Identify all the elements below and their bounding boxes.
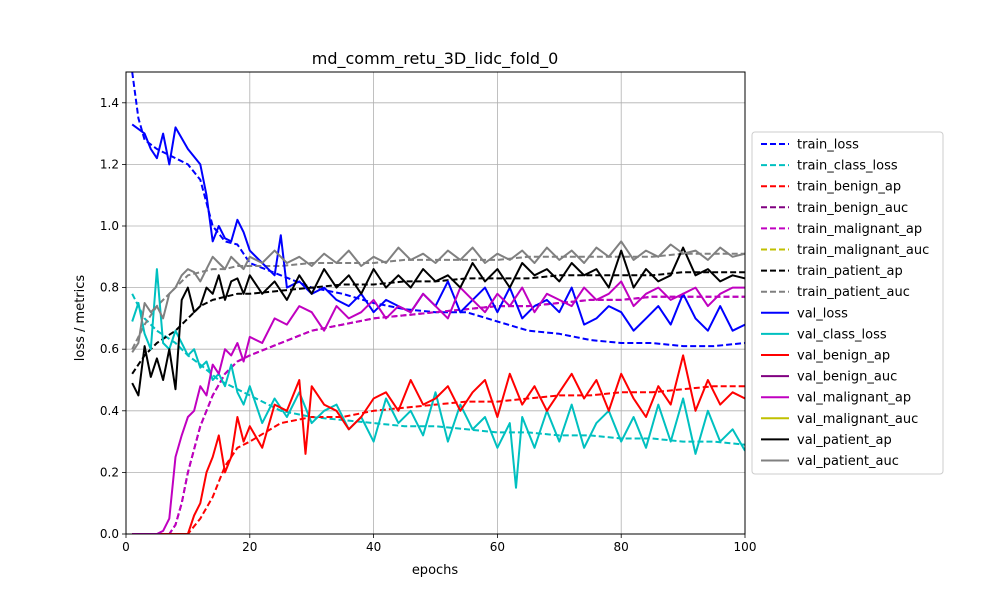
y-tick-label: 1.2 — [100, 157, 119, 171]
plot-area: 0 20 40 60 80 100 0.0 0.2 0.4 0.6 0.8 1.0 1.2 1.4 — [100, 71, 757, 554]
y-tick-label: 0.0 — [100, 527, 119, 541]
legend-label: val_patient_ap — [797, 433, 892, 448]
series-line-val-patient-auc — [131, 240, 745, 353]
legend-label: val_loss — [797, 306, 848, 321]
series-line-val-class-loss — [131, 268, 745, 489]
series-line-val-benign-ap — [132, 354, 745, 534]
series-line-val-loss — [131, 123, 745, 332]
y-tick-label: 1.4 — [100, 96, 119, 110]
x-tick-label: 0 — [122, 540, 130, 554]
legend-box — [751, 131, 944, 475]
legend-label: train_patient_ap — [797, 264, 903, 279]
series-line-val-malignant-ap — [132, 280, 745, 534]
y-tick-label: 1.0 — [100, 219, 119, 233]
x-tick-label: 100 — [734, 540, 757, 554]
chart-title: md_comm_retu_3D_lidc_fold_0 — [312, 49, 559, 69]
y-tick-label: 0.8 — [100, 281, 119, 295]
series-line-train-loss — [131, 72, 745, 348]
x-axis-label: epochs — [412, 563, 459, 578]
y-tick-label: 0.2 — [100, 465, 119, 479]
legend-label: val_class_loss — [797, 327, 887, 342]
legend-label: train_patient_auc — [797, 285, 910, 300]
series-line-train-malignant-ap — [132, 295, 745, 534]
legend-label: train_benign_ap — [797, 180, 901, 195]
y-axis-label: loss / metrics — [73, 275, 88, 362]
legend-label: train_loss — [797, 138, 859, 153]
legend-label: val_benign_ap — [797, 349, 890, 364]
y-tick-label: 0.4 — [100, 404, 119, 418]
x-tick-label: 40 — [366, 540, 381, 554]
legend-label: val_malignant_ap — [797, 391, 911, 406]
legend-label: train_malignant_ap — [797, 222, 922, 237]
series-group — [131, 72, 745, 534]
legend-label: val_benign_auc — [797, 370, 897, 385]
legend-label: train_malignant_auc — [797, 243, 929, 258]
legend-label: train_benign_auc — [797, 201, 908, 216]
series-line-train-patient-ap — [131, 271, 745, 375]
series-line-val-patient-ap — [131, 246, 745, 397]
x-tick-label: 80 — [614, 540, 629, 554]
x-tick-label: 60 — [490, 540, 505, 554]
y-tick-label: 0.6 — [100, 342, 119, 356]
x-tick-label: 20 — [242, 540, 257, 554]
legend-label: val_patient_auc — [797, 454, 899, 469]
legend-label: train_class_loss — [797, 159, 898, 174]
legend: train_loss train_class_loss train_benign_a… — [751, 131, 944, 475]
legend-label: val_malignant_auc — [797, 412, 918, 427]
axes-frame — [125, 71, 746, 535]
